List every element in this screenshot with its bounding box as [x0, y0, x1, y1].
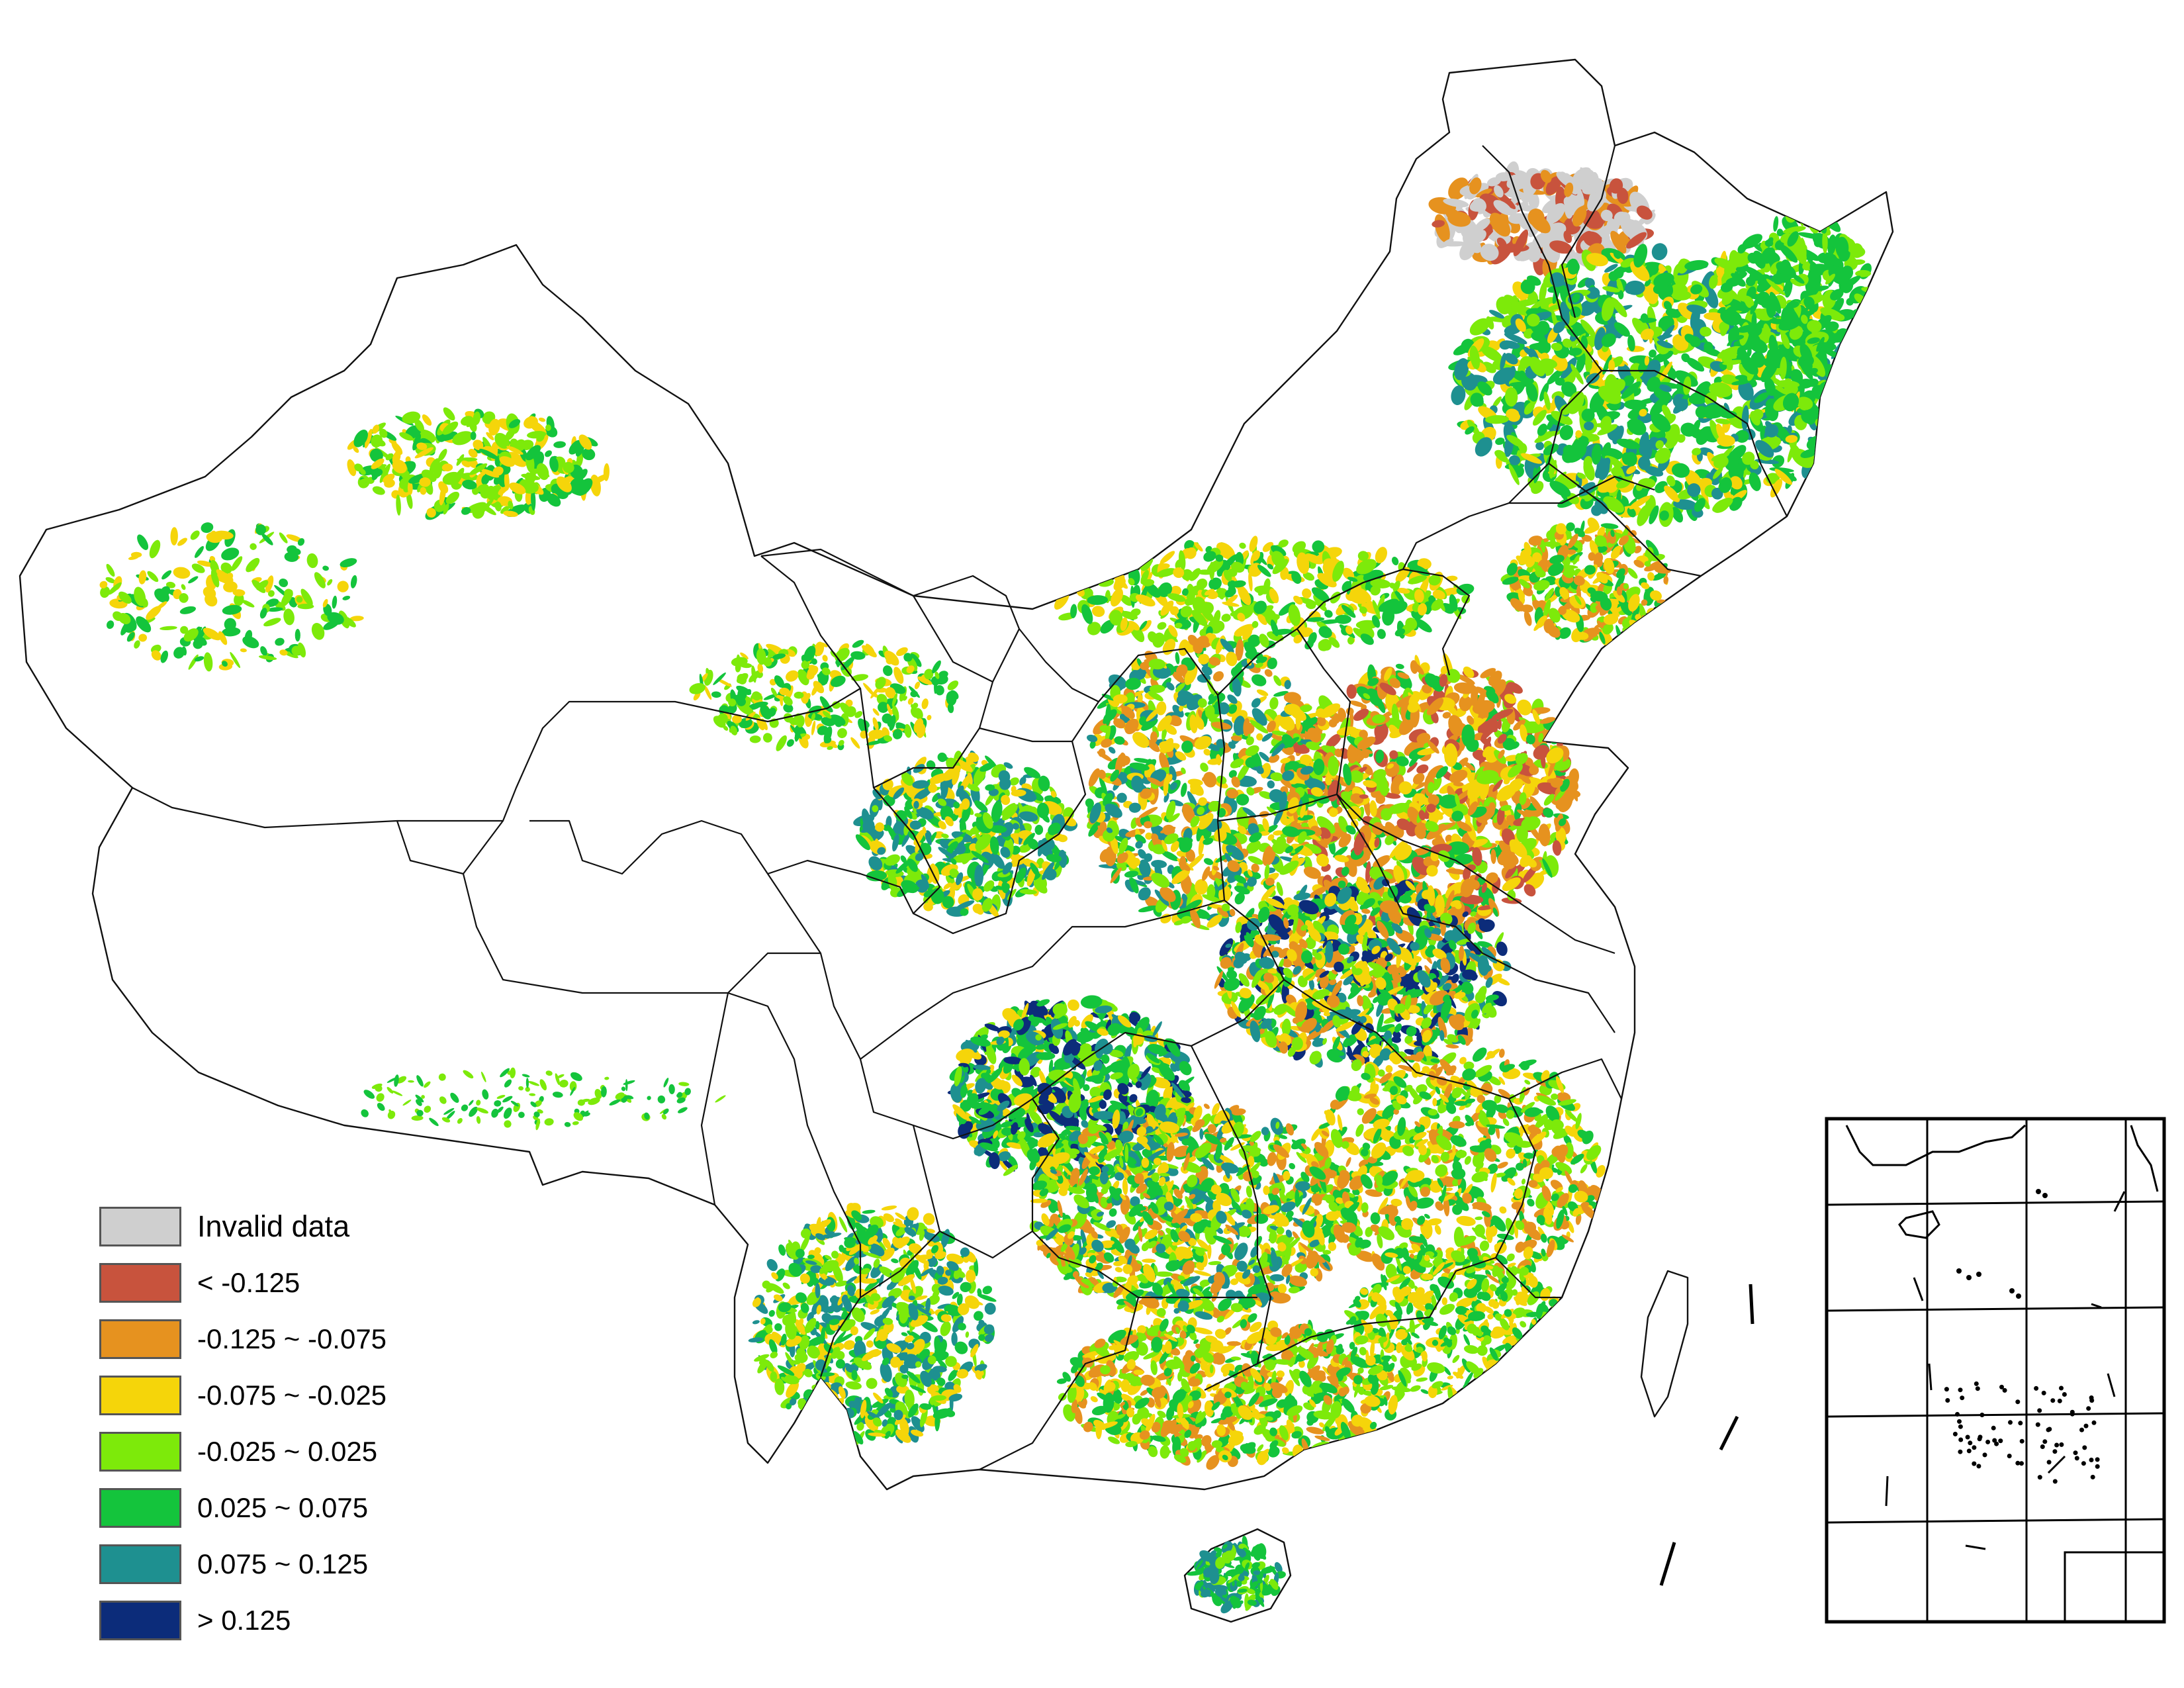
raster-patch	[1844, 376, 1852, 383]
raster-patch	[1837, 371, 1844, 379]
raster-patch	[1836, 357, 1850, 375]
raster-patch	[1072, 581, 1089, 588]
raster-patch	[1082, 579, 1093, 586]
raster-patch	[1476, 188, 1492, 198]
raster-patch	[1863, 342, 1877, 353]
raster-patch	[1389, 750, 1398, 759]
raster-patch	[1826, 399, 1840, 408]
raster-patch	[1832, 410, 1843, 420]
raster-patch	[1547, 735, 1565, 741]
raster-patch	[1830, 396, 1841, 403]
raster-patch	[1867, 333, 1880, 351]
raster-patch	[1087, 562, 1097, 577]
raster-patch	[1838, 392, 1855, 406]
raster-patch	[1856, 327, 1877, 346]
raster-patch	[1870, 300, 1876, 309]
raster-patch	[1083, 559, 1101, 567]
raster-patch	[1842, 395, 1852, 406]
raster-patch	[1822, 421, 1837, 435]
raster-patch	[1837, 399, 1859, 416]
raster-patch	[1641, 615, 1649, 630]
raster-patch	[1825, 411, 1837, 431]
raster-patch	[1839, 350, 1857, 369]
raster-patch	[1843, 363, 1859, 377]
raster-patch	[1833, 373, 1846, 389]
raster-patch	[1840, 395, 1856, 404]
raster-patch	[1831, 376, 1840, 400]
raster-patch	[1835, 393, 1846, 406]
raster-patch	[1837, 391, 1852, 406]
raster-patch	[1851, 344, 1873, 356]
raster-patch	[1441, 238, 1454, 248]
raster-patch	[1461, 724, 1475, 747]
raster-patch	[1107, 564, 1115, 571]
raster-patch	[1092, 566, 1103, 577]
raster-patch	[1839, 352, 1853, 368]
raster-patch	[1824, 418, 1836, 426]
raster-patch	[1862, 367, 1871, 376]
raster-patch	[1861, 365, 1875, 375]
raster-patch	[1061, 580, 1068, 594]
raster-patch	[1828, 413, 1845, 432]
raster-patch	[1867, 327, 1876, 346]
raster-patch	[1858, 333, 1876, 347]
raster-patch	[1837, 367, 1852, 382]
raster-patch	[1625, 280, 1645, 295]
raster-patch	[1105, 563, 1118, 577]
raster-patch	[1873, 329, 1882, 336]
raster-patch	[1834, 426, 1841, 435]
raster-patch	[1839, 408, 1854, 424]
raster-patch	[1864, 314, 1878, 322]
raster-patch	[1858, 352, 1874, 366]
taiwan-outline	[1640, 1270, 1689, 1418]
raster-patch	[1527, 192, 1539, 209]
raster-patch	[1827, 386, 1847, 408]
raster-patch	[1838, 352, 1858, 363]
raster-patch	[1103, 566, 1118, 577]
raster-patch	[1830, 372, 1853, 390]
raster-patch	[1842, 379, 1851, 389]
raster-patch	[1837, 390, 1851, 404]
raster-patch	[1335, 614, 1351, 624]
raster-patch	[1864, 359, 1876, 369]
raster-patch	[1071, 560, 1089, 576]
raster-patch	[1504, 387, 1518, 407]
raster-patch	[1842, 357, 1852, 370]
raster-patch	[1428, 782, 1435, 794]
raster-patch	[1858, 361, 1870, 373]
raster-patches	[99, 161, 1883, 1470]
raster-patch	[1584, 421, 1594, 431]
raster-patch	[1052, 575, 1066, 589]
raster-patch	[1856, 320, 1870, 338]
raster-patch	[1135, 549, 1148, 559]
raster-patch	[1842, 379, 1856, 394]
raster-patch	[1060, 578, 1076, 592]
raster-patch	[1050, 583, 1059, 594]
raster-patch	[1065, 577, 1075, 587]
raster-patch	[1090, 571, 1101, 583]
raster-patch	[1849, 342, 1865, 357]
raster-patch	[1829, 372, 1845, 385]
raster-patch	[1851, 324, 1864, 337]
raster-patch	[1859, 344, 1874, 355]
raster-patch	[1833, 376, 1842, 393]
